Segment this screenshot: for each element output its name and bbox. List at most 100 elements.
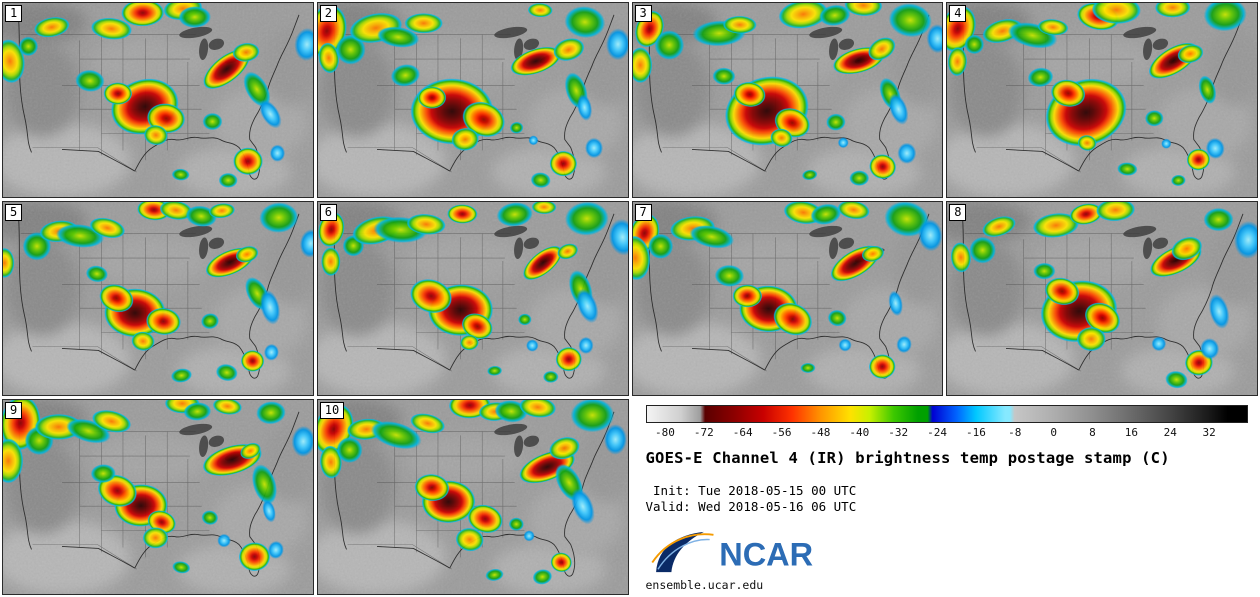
footer-url: ensemble.ucar.edu (645, 578, 764, 593)
ensemble-member-panel: 10 (316, 399, 629, 595)
storm-blob (291, 426, 313, 458)
storm-blob (240, 443, 261, 460)
storm-blob (1145, 110, 1164, 127)
colorbar-tick: -16 (965, 426, 986, 440)
storm-blob (509, 121, 524, 134)
storm-blob (1027, 67, 1054, 88)
storm-blob (90, 17, 132, 40)
storm-blob (825, 113, 846, 131)
legend-area: -80 -72 -64 -56 -48 -40 -32 -24 -16 -8 0 8 16 24 32 GO… (631, 399, 1258, 595)
colorbar-tick: 8 (1089, 426, 1096, 440)
storm-blob (232, 42, 260, 62)
storm-blob (262, 499, 276, 523)
storm-blob (896, 142, 916, 164)
storm-blob (1051, 79, 1086, 107)
storm-blob (548, 437, 580, 460)
storm-blob (508, 517, 524, 532)
storm-blob (969, 236, 997, 264)
storm-blob (1092, 3, 1142, 24)
storm-blob (251, 464, 278, 505)
storm-blob (496, 201, 533, 227)
storm-blob (722, 15, 757, 34)
storm-blob (103, 82, 133, 105)
storm-blob (532, 569, 552, 585)
colorbar-tick: -72 (693, 426, 714, 440)
storm-blob (243, 71, 271, 107)
storm-blob (90, 464, 116, 484)
ir-map (3, 400, 313, 594)
ir-map (947, 201, 1257, 396)
storm-blob (1186, 148, 1211, 171)
storm-blob (523, 530, 535, 542)
storm-blob (711, 67, 735, 85)
storm-blob (542, 370, 559, 383)
storm-blob (1151, 336, 1167, 351)
storm-blob (172, 561, 191, 574)
storm-blob (218, 172, 238, 188)
storm-blob (887, 290, 903, 316)
member-number-badge: 2 (319, 5, 337, 22)
storm-blob (1171, 236, 1203, 261)
storm-blob (809, 203, 841, 225)
storm-blob (1161, 138, 1172, 149)
storm-blob (409, 278, 452, 313)
storm-blob (370, 421, 422, 450)
storm-blob (390, 64, 420, 87)
storm-blob (530, 172, 551, 189)
storm-blob (143, 125, 168, 146)
storm-blob (888, 3, 932, 38)
storm-blob (653, 30, 684, 60)
storm-blob (848, 170, 869, 186)
storm-blob (259, 99, 282, 129)
storm-blob (269, 144, 286, 162)
ensemble-member-panel: 5 (2, 200, 314, 397)
storm-blob (299, 228, 313, 258)
ir-map (317, 3, 628, 197)
ensemble-member-panel: 8 (946, 200, 1258, 397)
colorbar-tick: -24 (927, 426, 947, 440)
storm-blob (608, 218, 628, 256)
storm-blob (883, 201, 929, 237)
colorbar-tick: -32 (888, 426, 909, 440)
ensemble-member-panel: 9 (2, 399, 314, 595)
storm-blob (410, 413, 445, 434)
storm-blob (868, 154, 896, 180)
storm-blob (732, 284, 762, 308)
storm-blob (1033, 262, 1056, 280)
ncar-logo-arc-orange (650, 533, 714, 564)
ncar-logo-text: NCAR (719, 537, 813, 573)
ncar-logo-swoosh (655, 532, 704, 573)
storm-blob (531, 201, 557, 214)
storm-blob (85, 265, 108, 282)
storm-blob (406, 213, 446, 235)
member-number-badge: 8 (949, 203, 967, 221)
storm-blob (1069, 203, 1103, 225)
storm-blob (1084, 302, 1121, 334)
colorbar-tick: 16 (1124, 426, 1139, 440)
storm-blob (34, 16, 70, 38)
storm-blob (171, 168, 190, 181)
member-number-badge: 7 (634, 203, 652, 221)
storm-blob (799, 362, 816, 373)
storm-blob (778, 3, 828, 29)
storm-blob (201, 510, 219, 526)
storm-blob (576, 94, 592, 121)
storm-blob (733, 81, 766, 107)
member-number-badge: 5 (5, 203, 23, 221)
storm-blob (550, 552, 572, 573)
storm-blob (837, 201, 870, 219)
storm-blob (964, 34, 985, 55)
member-number-badge: 1 (5, 5, 23, 22)
ensemble-member-panel: 7 (631, 200, 944, 397)
storm-blob (238, 542, 271, 572)
storm-blob (570, 488, 595, 525)
colorbar-ticks: -80 -72 -64 -56 -48 -40 -32 -24 -16 -8 0 8 16 24 32 (646, 426, 1249, 440)
storm-blob (159, 201, 193, 220)
valid-time: Valid: Wed 2018-05-16 06 UTC (645, 499, 857, 515)
storm-blob (564, 6, 606, 39)
colorbar-tick: -40 (849, 426, 870, 440)
storm-blob (632, 235, 650, 280)
storm-blob (867, 37, 895, 61)
storm-blob (417, 86, 447, 109)
